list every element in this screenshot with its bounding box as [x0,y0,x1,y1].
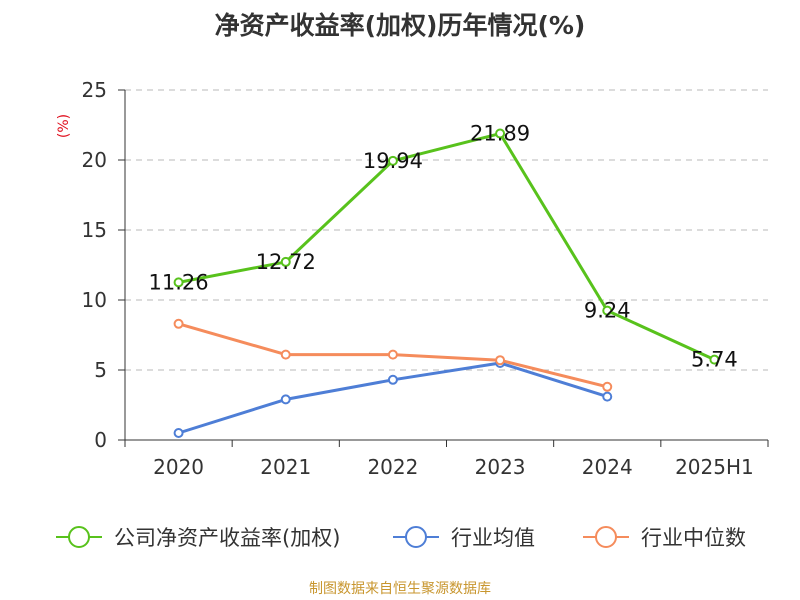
data-label: 11.26 [149,270,209,294]
legend[interactable]: 公司净资产收益率(加权) 行业均值 行业中位数 [56,526,746,550]
legend-item[interactable]: 公司净资产收益率(加权) [56,526,340,550]
data-point [280,256,291,267]
data-label: 9.24 [584,299,631,323]
y-tick-label: 25 [82,78,107,102]
chart-title: 净资产收益率(加权)历年情况(%) [214,11,586,40]
data-point [280,349,291,360]
data-point [173,428,184,438]
data-point [602,305,613,316]
data-point [387,349,398,360]
legend-item[interactable]: 行业中位数 [583,526,746,550]
data-point [495,355,506,366]
data-point [495,128,506,139]
data-point [387,155,398,166]
series-lines [173,128,720,438]
x-tick-label: 2025H1 [675,455,754,479]
data-point [173,277,184,288]
legend-marker [595,526,617,548]
legend-label: 行业均值 [451,526,535,550]
data-source-note: 制图数据来自恒生聚源数据库 [309,581,491,597]
series-line [178,132,716,362]
x-tick-label: 2024 [582,455,633,479]
x-tick-label: 2022 [367,455,418,479]
y-tick-label: 20 [82,148,107,172]
series-line [178,361,608,435]
y-tick-label: 15 [82,218,107,242]
y-tick-label: 0 [94,428,107,452]
y-tick-label: 10 [82,288,107,312]
data-point [387,374,398,385]
gridlines [125,89,768,371]
legend-label: 公司净资产收益率(加权) [114,526,340,550]
legend-marker [68,526,90,548]
legend-marker [405,526,427,548]
data-label: 12.72 [256,250,316,274]
data-label: 5.74 [691,348,738,372]
legend-item[interactable]: 行业均值 [393,526,535,550]
x-tick-label: 2023 [475,455,526,479]
data-point [173,318,184,329]
data-point [602,391,613,402]
data-label: 21.89 [470,122,530,146]
data-label: 19.94 [363,149,423,173]
data-point [602,381,613,392]
axes: 0 5 10 15 20 25 2020 2021 2022 2023 2024 2025H1 [82,78,769,479]
legend-label: 行业中位数 [641,526,746,550]
x-tick-label: 2020 [153,455,204,479]
data-point [709,354,720,365]
data-labels: 11.26 12.72 19.94 21.89 9.24 5.74 [149,122,738,372]
data-point [280,394,291,405]
y-tick-label: 5 [94,358,107,382]
x-tick-label: 2021 [260,455,311,479]
y-axis-unit-label: (%) [56,114,72,138]
